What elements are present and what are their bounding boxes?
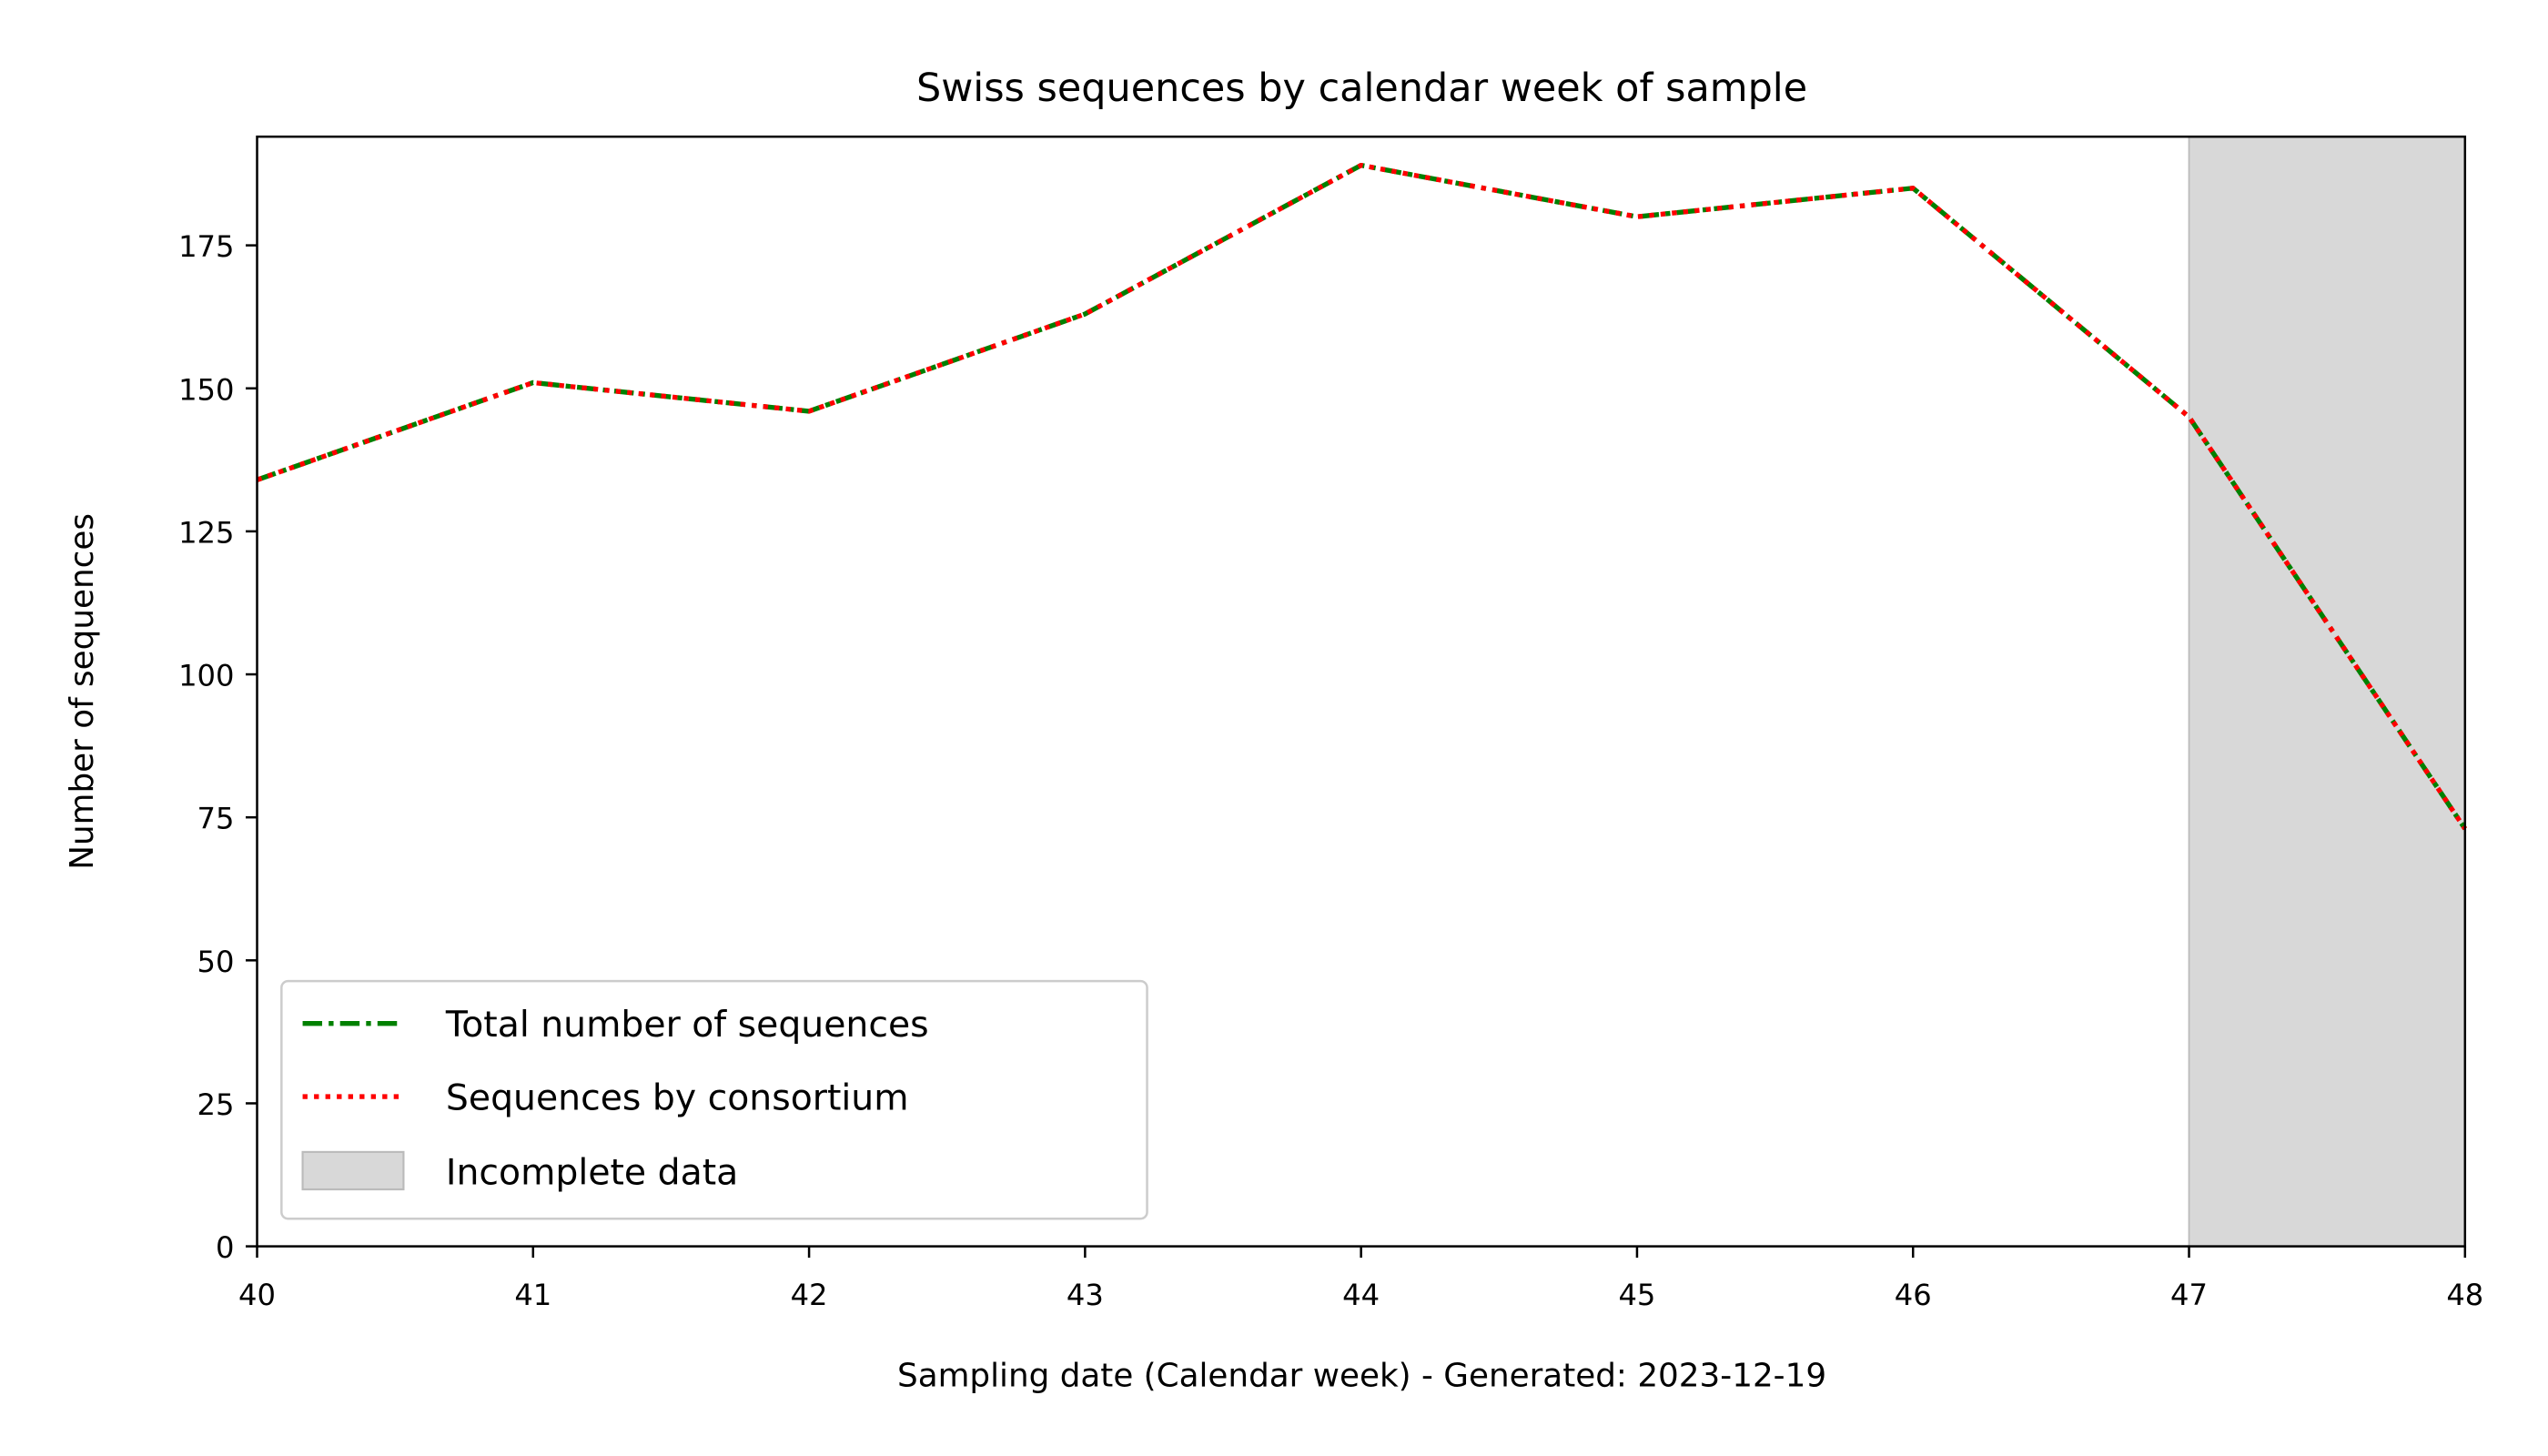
legend-swatch-incomplete: [301, 1150, 405, 1191]
y-tick-label: 100: [178, 659, 234, 693]
x-tick-label: 42: [791, 1278, 828, 1312]
y-tick-label: 50: [197, 945, 235, 979]
series-layer: [256, 162, 2468, 831]
series-line-consortium: [256, 162, 2468, 831]
chart-title: Swiss sequences by calendar week of samp…: [916, 66, 1807, 111]
legend-label-consortium: Sequences by consortium: [446, 1077, 909, 1118]
legend-box: [280, 979, 1148, 1220]
x-tick-label: 40: [238, 1278, 276, 1312]
legend-label-incomplete: Incomplete data: [446, 1152, 738, 1194]
legend-label-total: Total number of sequences: [445, 1004, 929, 1046]
y-tick-label: 150: [178, 372, 234, 407]
x-tick-label: 44: [1342, 1278, 1380, 1312]
y-tick-label: 175: [178, 229, 234, 264]
y-axis-title: Number of sequences: [64, 513, 101, 870]
shaded-region-incomplete: [2188, 136, 2466, 1248]
y-tick-label: 0: [216, 1230, 234, 1265]
x-axis-title: Sampling date (Calendar week) - Generate…: [897, 1357, 1826, 1394]
x-tick-label: 45: [1618, 1278, 1655, 1312]
y-tick-label: 25: [197, 1087, 235, 1122]
x-tick-label: 41: [514, 1278, 551, 1312]
legend: Total number of sequences Sequences by c…: [280, 979, 1148, 1220]
shade-layer: [2188, 136, 2466, 1248]
y-axis: 0 25 50 75 100 125 150 175: [178, 229, 258, 1265]
x-axis: 40 41 42 43 44 45 46 47 48: [238, 1246, 2483, 1312]
x-tick-label: 43: [1067, 1278, 1104, 1312]
series-line-total: [256, 162, 2468, 831]
x-tick-label: 48: [2446, 1278, 2483, 1312]
x-tick-label: 47: [2170, 1278, 2208, 1312]
y-tick-label: 125: [178, 515, 234, 550]
y-tick-label: 75: [197, 802, 235, 836]
x-tick-label: 46: [1895, 1278, 1932, 1312]
